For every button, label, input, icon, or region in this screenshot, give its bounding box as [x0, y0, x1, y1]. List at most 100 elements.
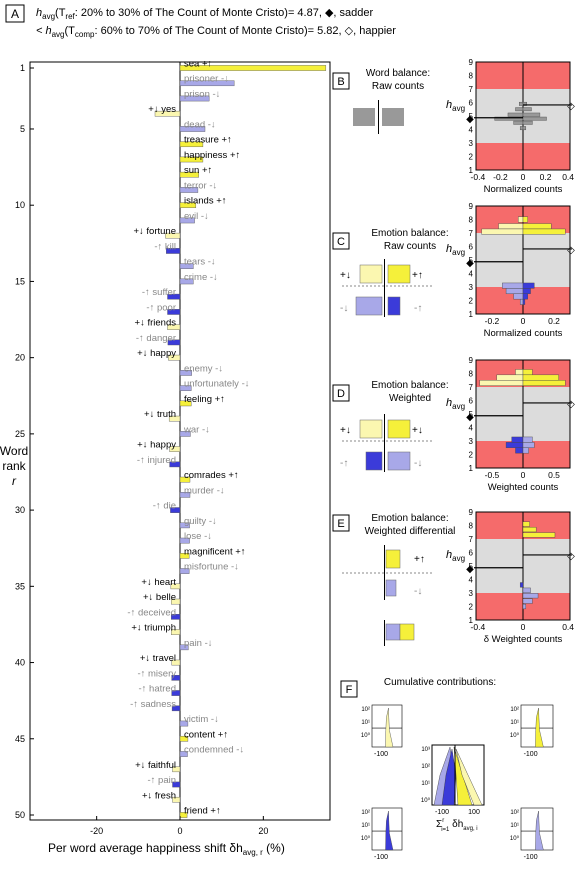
- shift-bar: [167, 324, 181, 330]
- y-tick-label: 35: [15, 581, 25, 591]
- mini-x-tick-label: -100: [524, 854, 538, 861]
- mini-y-tick-label: 10⁰: [361, 835, 371, 842]
- dist-y-tick-label: 6: [469, 243, 474, 252]
- mini-x-tick-label: -100: [374, 751, 388, 758]
- legend-label: -↓: [414, 586, 422, 597]
- shift-bar: [179, 217, 195, 224]
- word-label: condemned -↓: [184, 745, 244, 756]
- dist-bar: [522, 282, 535, 289]
- reference-marker: ◆: [466, 412, 474, 423]
- word-label: islands +↑: [184, 196, 227, 207]
- header-line-reference: havg(Tref: 20% to 30% of The Count of Mo…: [36, 7, 373, 21]
- word-label: -↑ danger: [136, 333, 176, 344]
- dist-y-tick-label: 1: [469, 616, 474, 625]
- comparison-marker: ◇: [567, 399, 575, 410]
- word-label: +↓ belle: [143, 592, 176, 603]
- dist-y-tick-label: 5: [469, 256, 474, 265]
- panel-letter-box: [332, 384, 350, 402]
- dist-bar: [522, 598, 533, 604]
- legend-swatch: [385, 579, 397, 597]
- word-label: -↑ deceived: [127, 607, 176, 618]
- dist-x-tick-label: -0.4: [471, 172, 486, 182]
- dist-bar: [522, 374, 559, 381]
- dist-y-tick-label: 6: [469, 397, 474, 406]
- cumulative-y-tick-label: 10¹: [421, 781, 430, 787]
- header-line-comparison: < havg(Tcomp: 60% to 70% of The Count of…: [36, 25, 396, 39]
- word-label: lose -↓: [184, 531, 212, 542]
- shift-bar: [179, 65, 327, 71]
- word-label: prisoner -↓: [184, 74, 229, 85]
- dist-y-tick-label: 1: [469, 464, 474, 473]
- shift-bar: [179, 156, 204, 163]
- y-tick-label: 10: [15, 200, 25, 210]
- word-label: +↓ triumph: [131, 623, 176, 634]
- shift-bar: [179, 644, 189, 651]
- word-label: -↑ misery: [137, 668, 176, 679]
- dist-y-tick-label: 7: [469, 229, 474, 238]
- dist-x-tick-label: 0.2: [548, 316, 560, 326]
- dist-y-tick-label: 9: [469, 508, 474, 517]
- dist-x-tick-label: 0.4: [562, 172, 574, 182]
- y-tick-label: 50: [15, 810, 25, 820]
- dist-bar: [519, 126, 524, 131]
- dist-y-tick-label: 8: [469, 216, 474, 225]
- word-label: comrades +↑: [184, 470, 239, 481]
- dist-bar: [522, 293, 528, 300]
- dist-bar: [518, 216, 524, 223]
- word-label: -↑ hatred: [139, 684, 177, 695]
- shift-bar: [179, 370, 192, 376]
- dist-x-tick-label: 0: [521, 470, 526, 480]
- dist-bar: [496, 374, 524, 381]
- word-label: +↓ fresh: [142, 790, 176, 801]
- shift-bar: [165, 232, 181, 239]
- dist-x-axis-label: Weighted counts: [488, 482, 559, 493]
- shift-bar: [172, 796, 181, 803]
- y-axis-label: Word: [0, 444, 28, 458]
- dist-bar: [522, 532, 556, 538]
- panel-letter-box: [332, 72, 350, 90]
- comparison-marker: ◇: [567, 101, 575, 112]
- shift-bar: [179, 202, 197, 209]
- dist-bar: [522, 442, 535, 448]
- mini-y-tick-label: 10²: [510, 707, 519, 713]
- x-tick-label: 20: [258, 826, 268, 836]
- word-label: enemy -↓: [184, 363, 223, 374]
- shift-bar: [179, 126, 206, 132]
- mini-x-tick-label: -100: [524, 751, 538, 758]
- legend-swatch: [359, 264, 383, 284]
- word-label: +↓ yes: [148, 104, 176, 115]
- dist-x-tick-label: -0.4: [471, 622, 486, 632]
- word-label: +↓ truth: [144, 409, 176, 420]
- y-tick-label: 25: [15, 429, 25, 439]
- shift-bar: [171, 705, 181, 712]
- word-label: misfortune -↓: [184, 562, 239, 573]
- cumulative-x-tick-label: 100: [468, 809, 480, 816]
- legend-label: +↓: [340, 425, 351, 436]
- panel-title: Weighted: [389, 393, 431, 404]
- panel-title: Raw counts: [372, 81, 424, 92]
- legend-label: +↑: [412, 270, 423, 281]
- dist-y-tick-label: 3: [469, 283, 474, 292]
- shift-bar: [171, 690, 181, 696]
- shift-bar: [166, 248, 181, 254]
- dist-y-tick-label: 5: [469, 562, 474, 571]
- panel-letter: C: [337, 236, 345, 248]
- dist-y-tick-label: 1: [469, 310, 474, 319]
- cumulative-y-tick-label: 10³: [421, 747, 430, 753]
- shift-bar: [167, 293, 181, 300]
- mini-neg-more-area: [385, 810, 394, 851]
- dist-bar: [522, 120, 533, 125]
- panel-title: Weighted differential: [365, 526, 456, 537]
- word-label: +↓ travel: [140, 653, 176, 664]
- word-label: content +↑: [184, 729, 228, 740]
- dist-bar: [511, 436, 524, 443]
- legend-label: +↓: [412, 425, 423, 436]
- shift-bar: [179, 522, 190, 529]
- mini-neg-less-area: [535, 810, 544, 851]
- dist-bar: [502, 282, 524, 289]
- dist-y-tick-label: 2: [469, 297, 474, 306]
- dist-bar: [515, 447, 524, 454]
- dist-bar: [522, 112, 541, 117]
- shift-bar: [172, 766, 181, 773]
- word-label: -↑ suffer: [142, 287, 176, 298]
